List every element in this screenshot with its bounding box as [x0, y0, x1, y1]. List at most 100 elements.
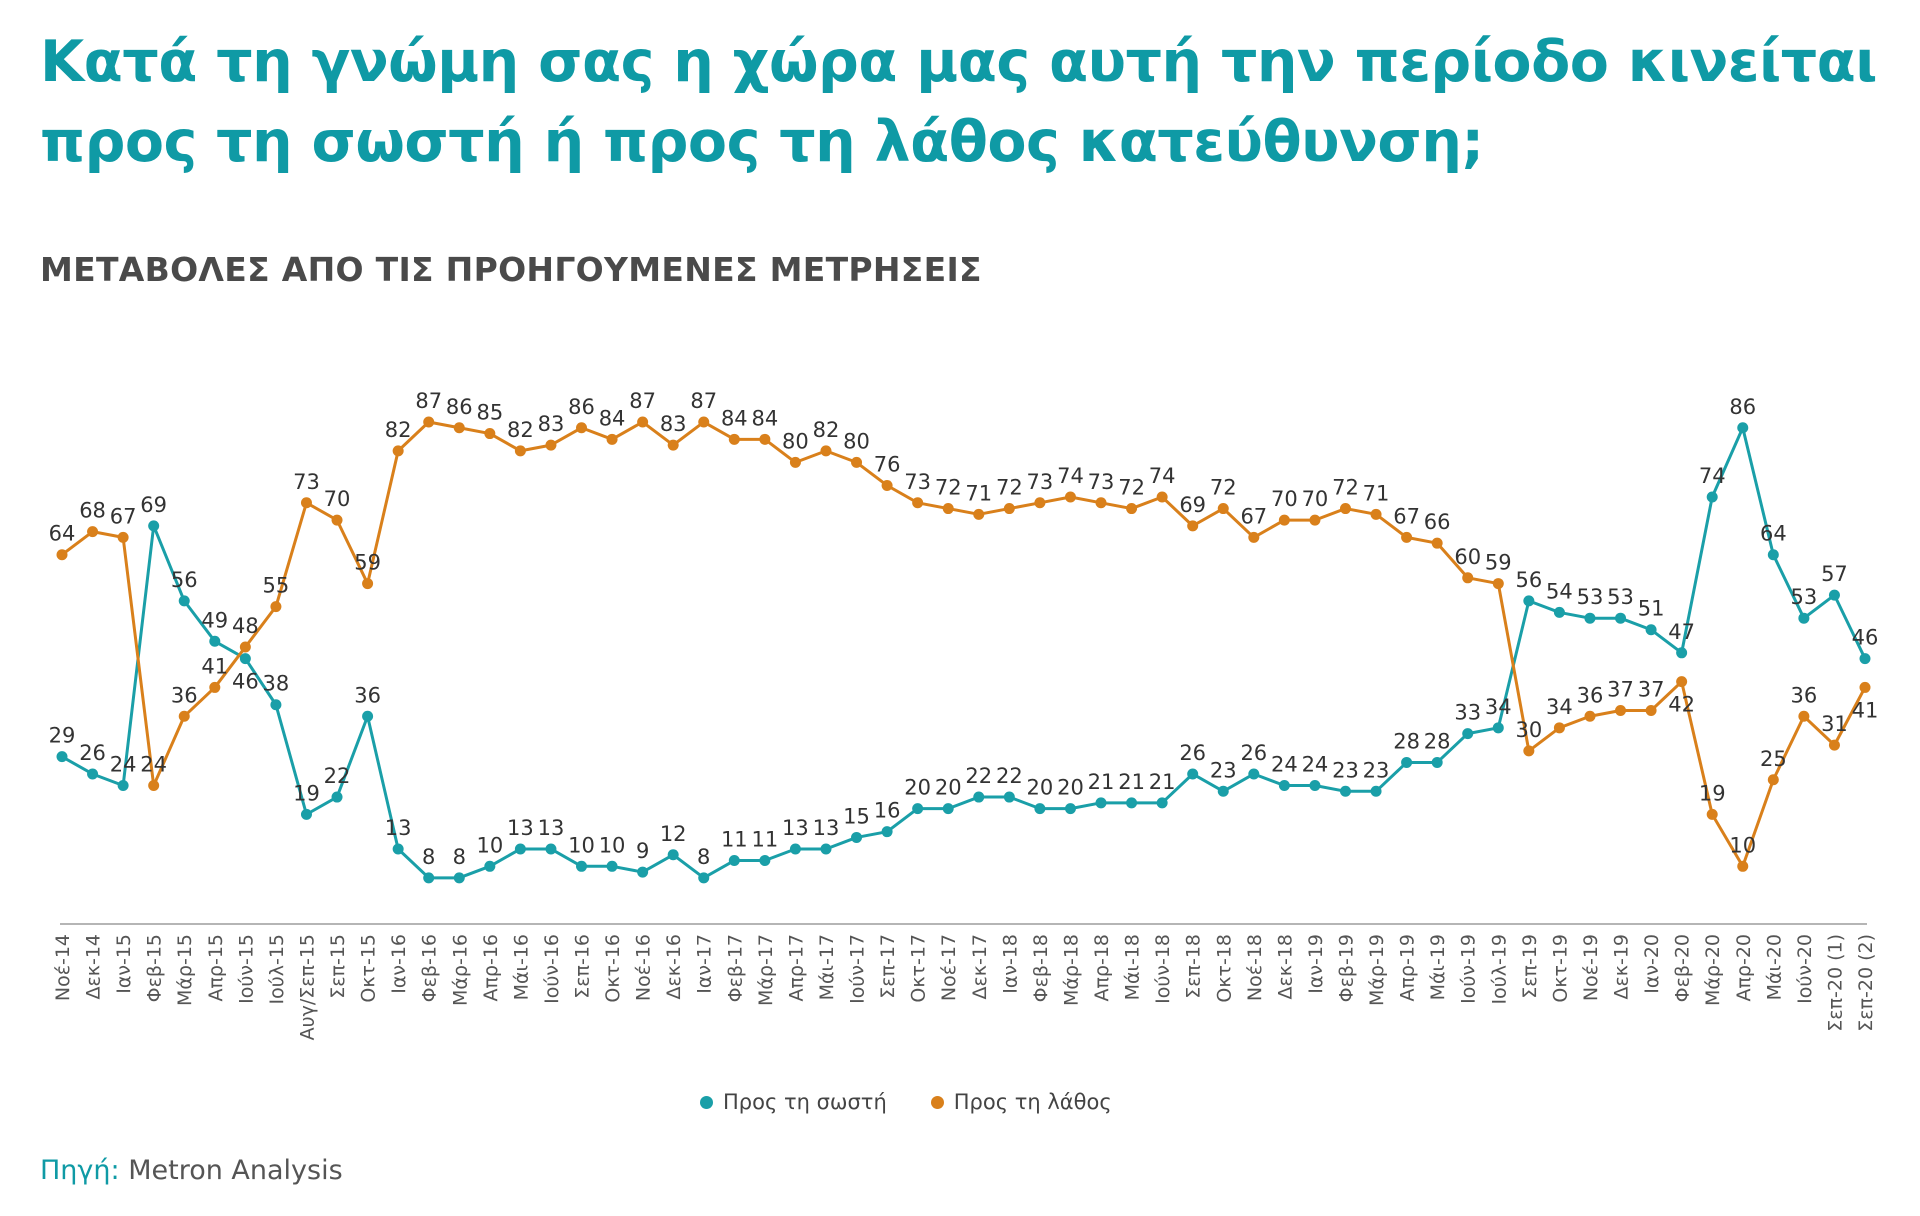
data-label: 13	[813, 816, 840, 840]
data-label: 24	[1302, 753, 1329, 777]
data-point	[1645, 624, 1657, 636]
legend-marker-right	[700, 1095, 713, 1109]
data-point	[1187, 768, 1199, 780]
data-point	[942, 803, 954, 815]
x-tick-label: Οκτ-16	[602, 934, 624, 1003]
x-tick-label: Απρ-18	[1091, 934, 1113, 1002]
data-point	[1064, 491, 1076, 503]
data-label: 86	[1729, 395, 1756, 419]
data-point	[1217, 785, 1229, 797]
data-label: 8	[453, 845, 466, 869]
x-tick-label: Νοέ-17	[938, 934, 960, 1001]
data-label: 72	[996, 476, 1023, 500]
data-label: 13	[538, 816, 565, 840]
data-point	[117, 531, 129, 543]
data-point	[1431, 537, 1443, 549]
data-label: 59	[354, 551, 381, 575]
data-label: 68	[79, 499, 106, 523]
x-tick-label: Οκτ-19	[1549, 934, 1571, 1003]
data-label: 70	[1271, 487, 1298, 511]
data-label: 72	[935, 476, 962, 500]
x-tick-label: Φεβ-15	[144, 934, 166, 1002]
data-label: 19	[293, 781, 320, 805]
x-tick-label: Μάι-20	[1763, 934, 1785, 1000]
data-point	[545, 843, 557, 855]
data-point	[1217, 503, 1229, 515]
data-point	[606, 860, 618, 872]
data-label: 71	[1363, 481, 1390, 505]
data-point	[117, 780, 129, 792]
x-tick-label: Σεπ-18	[1183, 934, 1205, 999]
x-tick-label: Ιούν-16	[541, 934, 563, 1004]
data-point	[759, 855, 771, 867]
data-point	[178, 595, 190, 607]
data-point	[1187, 520, 1199, 532]
line-chart: Νοέ-14 Δεκ-14 Ιαν-15 Φεβ-15 Μάρ-15 Απρ-15 Ιούν…	[49, 389, 1879, 1040]
data-label: 71	[965, 481, 992, 505]
chart-subtitle: ΜΕΤΑΒΟΛΕΣ ΑΠΟ ΤΙΣ ΠΡΟΗΓΟΥΜΕΝΕΣ ΜΕΤΡΗΣΕΙΣ	[40, 250, 982, 289]
data-point	[1859, 653, 1871, 665]
x-tick-label: Νοέ-18	[1244, 934, 1266, 1001]
data-label: 13	[507, 816, 534, 840]
data-label: 34	[1546, 695, 1573, 719]
data-point	[484, 860, 496, 872]
x-tick-label: Ιαν-18	[999, 934, 1021, 994]
data-label: 13	[782, 816, 809, 840]
data-point	[392, 445, 404, 457]
data-point	[209, 635, 221, 647]
data-point	[331, 514, 343, 526]
data-point	[576, 860, 588, 872]
data-point	[545, 439, 557, 451]
data-label: 23	[1332, 758, 1359, 782]
data-label: 24	[1271, 753, 1298, 777]
data-label: 42	[1668, 693, 1695, 717]
data-label: 31	[1821, 712, 1848, 736]
data-label: 10	[568, 833, 595, 857]
data-point	[1126, 503, 1138, 515]
data-point	[1095, 497, 1107, 509]
data-point	[789, 843, 801, 855]
data-point	[392, 843, 404, 855]
x-tick-label: Νοέ-14	[52, 934, 74, 1001]
data-point	[881, 826, 893, 838]
data-label: 22	[965, 764, 992, 788]
data-label: 84	[721, 406, 748, 430]
data-point	[1828, 589, 1840, 601]
data-point	[820, 445, 832, 457]
x-tick-label: Αυγ/Σεπ-15	[296, 934, 318, 1040]
data-point	[1798, 612, 1810, 624]
data-label: 73	[904, 470, 931, 494]
data-label: 49	[201, 608, 228, 632]
data-point	[209, 681, 221, 693]
data-point	[1309, 514, 1321, 526]
data-label: 72	[1210, 476, 1237, 500]
data-label: 82	[507, 418, 534, 442]
data-point	[667, 439, 679, 451]
data-point	[1553, 606, 1565, 618]
data-point	[87, 526, 99, 538]
x-tick-label: Ιούλ-19	[1488, 934, 1510, 1005]
data-label: 55	[263, 574, 290, 598]
data-label: 67	[1393, 504, 1420, 528]
data-label: 69	[1179, 493, 1206, 517]
data-label: 29	[49, 724, 76, 748]
data-point	[1431, 756, 1443, 768]
data-label: 70	[324, 487, 351, 511]
data-label: 26	[1240, 741, 1267, 765]
x-tick-label: Απρ-20	[1733, 934, 1755, 1002]
data-point	[1462, 572, 1474, 584]
x-tick-label: Φεβ-18	[1030, 934, 1052, 1002]
data-point	[1767, 549, 1779, 561]
data-point	[973, 508, 985, 520]
data-label: 9	[636, 839, 649, 863]
data-point	[759, 433, 771, 445]
data-point	[1737, 860, 1749, 872]
data-point	[1859, 681, 1871, 693]
data-point	[851, 456, 863, 468]
data-label: 12	[660, 822, 687, 846]
source-note: Πηγή: Metron Analysis	[40, 1155, 343, 1186]
data-point	[148, 780, 160, 792]
x-tick-label: Ιούν-15	[235, 934, 257, 1004]
data-label: 59	[1485, 551, 1512, 575]
data-label: 38	[263, 672, 290, 696]
